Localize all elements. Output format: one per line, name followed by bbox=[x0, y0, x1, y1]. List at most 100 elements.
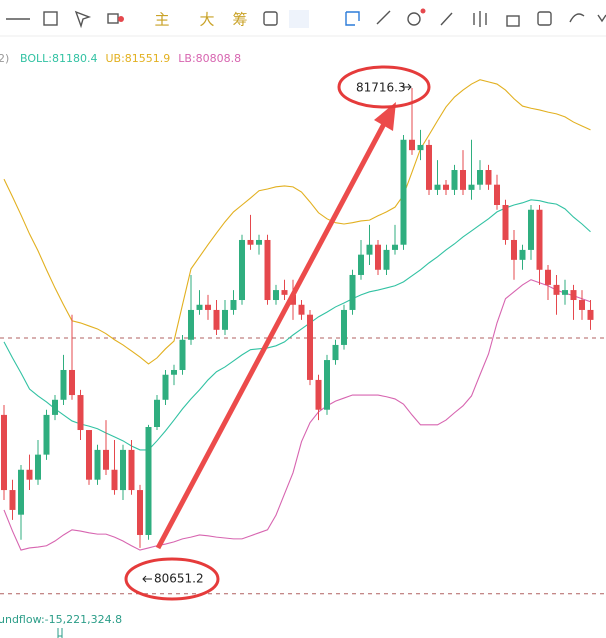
candle-body bbox=[468, 184, 475, 190]
tool-ruler[interactable] bbox=[376, 10, 391, 25]
band-line bbox=[3, 79, 591, 365]
tool-text[interactable]: 大 bbox=[199, 11, 214, 29]
candle-body bbox=[128, 449, 135, 491]
annotation-label: 81716.3 bbox=[356, 80, 406, 94]
candle-body bbox=[494, 184, 500, 205]
candle-body bbox=[366, 244, 373, 255]
candle-body bbox=[553, 284, 560, 295]
candle-body bbox=[205, 304, 211, 310]
candle-body bbox=[145, 426, 152, 535]
candle-body bbox=[417, 144, 424, 151]
candle-body bbox=[341, 309, 347, 345]
candle-body bbox=[60, 369, 67, 400]
legend-entry: UB:81551.9 bbox=[105, 52, 170, 65]
tool-zoom[interactable] bbox=[407, 12, 421, 26]
candle-body bbox=[230, 300, 237, 310]
tool-dot bbox=[420, 8, 426, 14]
footer-icon bbox=[57, 628, 63, 638]
highlight-ellipse bbox=[337, 65, 431, 109]
tool-lock[interactable] bbox=[506, 15, 520, 27]
candle-body bbox=[111, 469, 118, 491]
candle-body bbox=[324, 360, 330, 410]
candle-body bbox=[562, 290, 568, 295]
tool-dot bbox=[118, 16, 124, 22]
candle-body bbox=[383, 249, 390, 270]
candle-body bbox=[358, 254, 364, 275]
tool-text[interactable]: 主 bbox=[154, 11, 169, 29]
candle-body bbox=[264, 239, 271, 301]
candle-body bbox=[154, 399, 160, 427]
annotations bbox=[124, 65, 431, 601]
tool-brush[interactable] bbox=[107, 13, 119, 24]
trend-arrow bbox=[155, 120, 388, 550]
candle-body bbox=[77, 395, 84, 431]
candle-body bbox=[196, 304, 203, 310]
candle-body bbox=[400, 139, 407, 245]
candle-body bbox=[171, 369, 177, 375]
candle-body bbox=[426, 144, 432, 190]
candle-body bbox=[409, 139, 415, 151]
candle-body bbox=[443, 184, 449, 190]
candle-body bbox=[18, 469, 24, 515]
candle-body bbox=[332, 344, 339, 361]
tool-icon[interactable] bbox=[263, 11, 278, 26]
candle-body bbox=[375, 244, 381, 270]
candle-body bbox=[94, 449, 101, 480]
candle-body bbox=[103, 449, 109, 470]
candle-body bbox=[434, 184, 441, 190]
candle-body bbox=[120, 449, 126, 491]
candle-body bbox=[536, 209, 543, 270]
tool-text[interactable]: 筹 bbox=[232, 11, 247, 29]
candle-body bbox=[485, 170, 492, 185]
legend-prefix: 2) bbox=[0, 52, 9, 65]
tool-icon[interactable] bbox=[289, 10, 309, 28]
annotation-arrow bbox=[142, 575, 152, 583]
candle-body bbox=[247, 239, 254, 245]
tool-rect[interactable] bbox=[43, 11, 58, 26]
indicator-footer: undflow:-15,221,324.8 bbox=[0, 613, 122, 626]
candle-body bbox=[519, 249, 526, 260]
candle-body bbox=[162, 374, 169, 400]
annotation-arrow bbox=[402, 83, 412, 91]
candle-body bbox=[239, 239, 245, 301]
candle-body bbox=[451, 170, 458, 190]
tool-cursor[interactable] bbox=[74, 10, 92, 29]
toolbar: 主 大 筹 bbox=[0, 8, 606, 37]
candle-body bbox=[26, 469, 33, 480]
band-line bbox=[3, 279, 591, 551]
legend-entry: BOLL:81180.4 bbox=[20, 52, 97, 65]
tool-note[interactable] bbox=[537, 11, 552, 26]
candle-body bbox=[213, 309, 220, 330]
candle-body bbox=[528, 209, 534, 250]
candle-body bbox=[502, 204, 509, 240]
candle-body bbox=[273, 290, 279, 301]
annotation-label: 80651.2 bbox=[154, 571, 204, 585]
candle-body bbox=[307, 314, 313, 380]
candle-body bbox=[179, 339, 186, 370]
candle-body bbox=[69, 369, 75, 396]
tool-pen[interactable] bbox=[440, 12, 453, 26]
candle-body bbox=[579, 300, 585, 310]
candle-body bbox=[137, 490, 143, 535]
tool-magnet[interactable] bbox=[569, 13, 585, 23]
legend: BOLL:81180.4 UB:81551.9 LB:80808.8 bbox=[20, 52, 241, 65]
candle-body bbox=[35, 454, 41, 480]
candle-body bbox=[86, 430, 92, 480]
candle-body bbox=[43, 414, 50, 455]
tool-icon[interactable] bbox=[345, 11, 360, 26]
tool-more[interactable] bbox=[597, 14, 606, 23]
candle-body bbox=[256, 239, 262, 245]
candle-body bbox=[1, 414, 7, 491]
candle-body bbox=[315, 379, 322, 410]
candle-body bbox=[349, 274, 356, 310]
candle-body bbox=[298, 304, 305, 315]
candle-body bbox=[222, 309, 228, 330]
tool-candles[interactable] bbox=[473, 11, 487, 27]
trend-arrow-head bbox=[374, 102, 396, 131]
candle-body bbox=[188, 309, 194, 340]
legend-entry: LB:80808.8 bbox=[178, 52, 241, 65]
plot-area bbox=[0, 79, 606, 595]
band-line bbox=[3, 199, 591, 451]
